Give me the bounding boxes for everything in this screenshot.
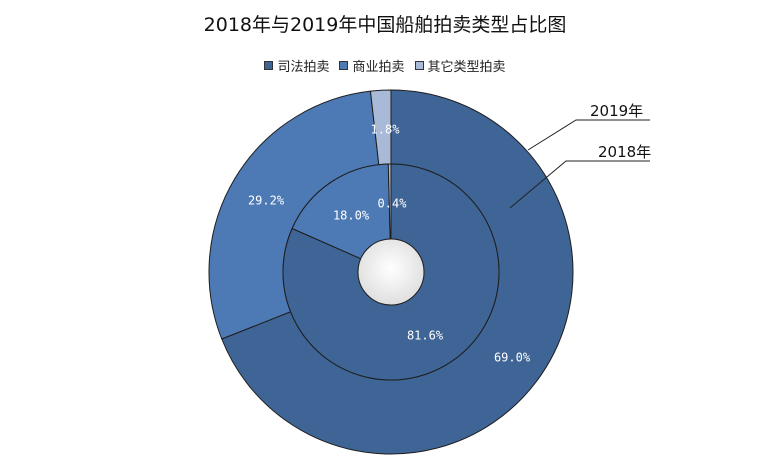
legend-swatch-judicial — [264, 61, 274, 70]
series-label-2018: 2018年 — [598, 143, 651, 161]
data-label-outer-other: 1.8% — [371, 123, 401, 137]
legend-label-judicial: 司法拍卖 — [277, 60, 330, 75]
slices-group — [208, 89, 574, 455]
series-labels-group: 2019年 2018年 — [509, 102, 651, 209]
legend-label-commercial: 商业拍卖 — [352, 60, 405, 75]
legend-item-other: 其它类型拍卖 — [414, 56, 506, 75]
chart-title: 2018年与2019年中国船舶拍卖类型占比图 — [203, 14, 567, 36]
data-label-outer-judicial: 69.0% — [494, 351, 531, 365]
legend: 司法拍卖 商业拍卖 其它类型拍卖 — [0, 56, 770, 75]
data-label-inner-judicial: 81.6% — [407, 329, 444, 343]
data-label-outer-commercial: 29.2% — [248, 194, 285, 208]
center-hole — [357, 238, 425, 306]
legend-item-judicial: 司法拍卖 — [264, 56, 329, 75]
labels-group: 69.0% 29.2% 1.8% 81.6% 18.0% 0.4% — [248, 123, 531, 365]
data-label-inner-other: 0.4% — [378, 197, 408, 211]
legend-swatch-commercial — [339, 61, 349, 70]
legend-item-commercial: 商业拍卖 — [339, 56, 405, 75]
leader-line-2019 — [527, 119, 650, 151]
series-label-2019: 2019年 — [590, 102, 643, 120]
legend-label-other: 其它类型拍卖 — [427, 60, 506, 75]
legend-swatch-other — [414, 61, 424, 70]
data-label-inner-commercial: 18.0% — [333, 209, 370, 223]
leader-line-2018 — [509, 160, 650, 209]
